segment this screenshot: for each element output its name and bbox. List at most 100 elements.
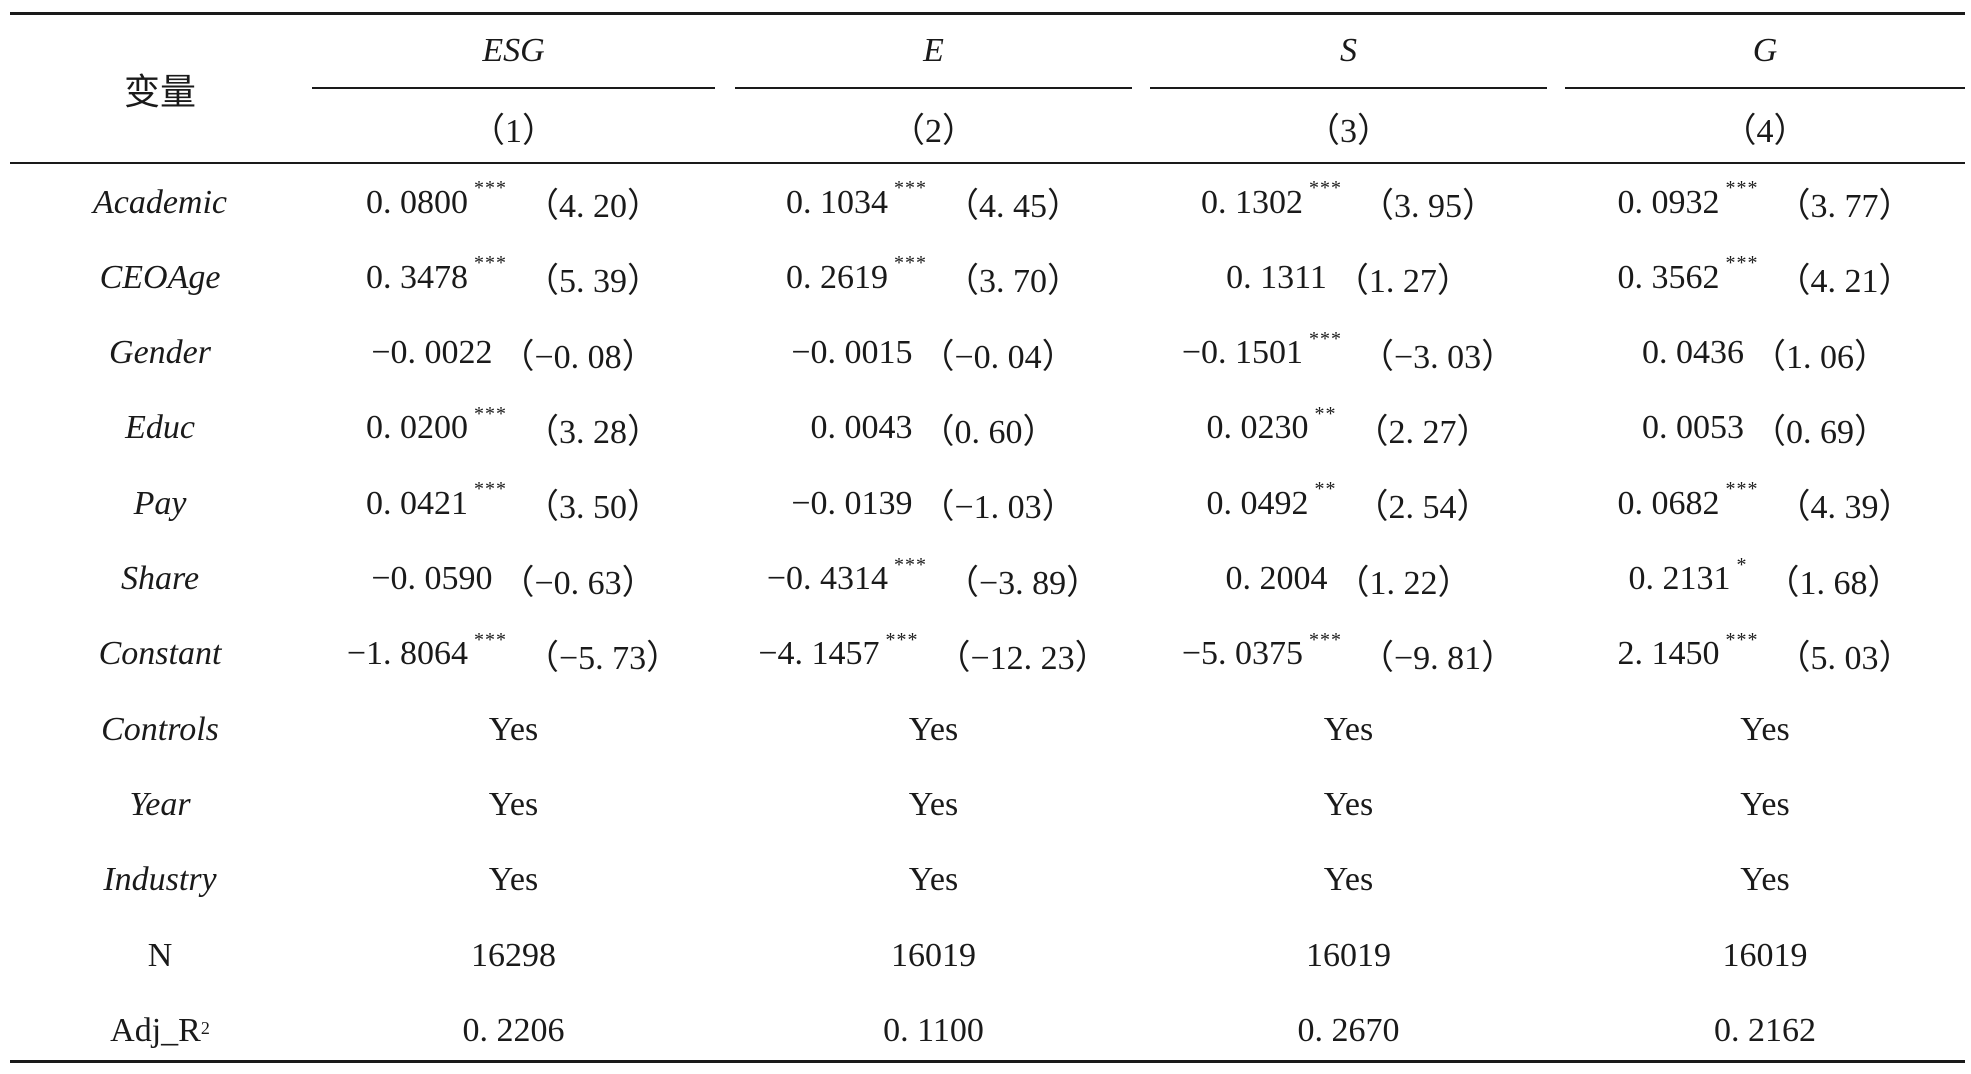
row-label-text: CEOAge xyxy=(99,258,221,296)
row-label-text: Controls xyxy=(101,710,219,748)
column-number-1: （1） xyxy=(471,112,556,150)
coefficient: −0. 0139 xyxy=(791,484,913,522)
t-statistic: （3. 70） xyxy=(945,263,1081,301)
table-cell: −0. 0015 （−0. 04） xyxy=(735,316,1132,391)
significance-stars: *** xyxy=(1725,628,1759,651)
t-statistic: （4. 20） xyxy=(525,188,661,225)
significance-stars: *** xyxy=(1725,177,1759,199)
coefficient: 0. 1311 xyxy=(1226,258,1327,296)
coefficient: 16298 xyxy=(471,936,556,974)
significance-stars: *** xyxy=(474,628,507,651)
t-statistic: （4. 45） xyxy=(945,188,1081,225)
t-statistic: （−1. 03） xyxy=(920,489,1076,527)
t-statistic: （−12. 23） xyxy=(936,639,1109,677)
coefficient: 0. 2004 xyxy=(1225,560,1328,597)
coefficient: −0. 0590 xyxy=(371,560,493,597)
table-cell: Yes xyxy=(312,767,715,842)
coefficient: −1. 8064 xyxy=(346,635,468,673)
t-statistic: （3. 95） xyxy=(1360,188,1496,225)
coefficient: 0. 2131 xyxy=(1628,560,1731,597)
significance-stars: * xyxy=(1736,553,1748,576)
coefficient: 0. 0492 xyxy=(1206,484,1309,522)
table-cell: 16298 xyxy=(312,918,715,993)
row-label: Pay xyxy=(10,466,310,541)
column-number-3: （3） xyxy=(1306,112,1391,150)
row-label-superscript: 2 xyxy=(200,1018,210,1039)
t-statistic: （5. 39） xyxy=(525,263,661,301)
table-cell: Yes xyxy=(1565,767,1965,842)
table-cell: 0. 0043 （0. 60） xyxy=(735,391,1132,466)
significance-stars: *** xyxy=(885,628,919,651)
variable-header: 变量 xyxy=(123,71,196,113)
table-cell: 0. 1034 *** （4. 45） xyxy=(735,165,1132,240)
coefficient: 0. 0043 xyxy=(810,409,913,447)
table-cell: Yes xyxy=(1150,843,1547,918)
coefficient: Yes xyxy=(908,861,959,899)
t-statistic: （−0. 63） xyxy=(500,564,656,602)
coefficient: 0. 0053 xyxy=(1642,409,1744,447)
column-number-2: （2） xyxy=(891,112,976,150)
row-label: Educ xyxy=(10,391,310,466)
coefficient: 0. 0421 xyxy=(366,484,468,522)
table-cell: 0. 0053 （0. 69） xyxy=(1565,391,1965,466)
row-label-text: Adj_R xyxy=(110,1011,201,1049)
coefficient: 0. 0682 xyxy=(1617,484,1720,522)
table-cell: 0. 1311 （1. 27） xyxy=(1150,240,1547,315)
coefficient: 16019 xyxy=(1306,936,1391,974)
coefficient: 0. 2162 xyxy=(1714,1011,1816,1049)
table-cell: Yes xyxy=(735,843,1132,918)
table-cell: −0. 4314 *** （−3. 89） xyxy=(735,542,1132,617)
row-label-text: Share xyxy=(120,560,200,597)
table-cell: 0. 0436 （1. 06） xyxy=(1565,316,1965,391)
table-cell: 0. 0492 ** （2. 54） xyxy=(1150,466,1547,541)
table-cell: 0. 2162 xyxy=(1565,993,1965,1068)
significance-stars: *** xyxy=(474,177,507,199)
t-statistic: （2. 27） xyxy=(1354,413,1491,451)
table-cell: 0. 2004 （1. 22） xyxy=(1150,542,1547,617)
header-underline-g xyxy=(1565,87,1965,89)
table-cell: Yes xyxy=(312,692,715,767)
t-statistic: （4. 39） xyxy=(1776,489,1913,527)
coefficient: Yes xyxy=(488,710,539,748)
table-cell: Yes xyxy=(1565,843,1965,918)
coefficient: 0. 0932 xyxy=(1617,183,1720,221)
significance-stars: *** xyxy=(1309,327,1342,350)
significance-stars: ** xyxy=(1314,478,1337,501)
t-statistic: （3. 50） xyxy=(525,489,661,527)
significance-stars: *** xyxy=(1309,177,1342,199)
top-rule xyxy=(10,12,1965,15)
significance-stars: *** xyxy=(894,177,927,199)
t-statistic: （1. 68） xyxy=(1765,564,1902,602)
t-statistic: （5. 03） xyxy=(1776,639,1913,677)
row-label: Share xyxy=(10,542,310,617)
significance-stars: *** xyxy=(1725,478,1759,501)
coefficient: Yes xyxy=(1740,710,1790,748)
t-statistic: （3. 77） xyxy=(1776,188,1913,225)
table-cell: Yes xyxy=(1150,692,1547,767)
t-statistic: （4. 21） xyxy=(1776,263,1913,301)
t-statistic: （−3. 89） xyxy=(945,564,1101,602)
coefficient: −0. 4314 xyxy=(766,560,888,597)
coefficient: 0. 0800 xyxy=(366,183,468,221)
coefficient: Yes xyxy=(1323,710,1374,748)
column-header-e: E xyxy=(923,32,944,69)
t-statistic: （0. 60） xyxy=(920,413,1057,451)
table-cell: 0. 0230 ** （2. 27） xyxy=(1150,391,1547,466)
significance-stars: *** xyxy=(474,478,507,501)
table-cell: Yes xyxy=(312,843,715,918)
table-cell: 0. 0800 *** （4. 20） xyxy=(312,165,715,240)
table-cell: Yes xyxy=(735,692,1132,767)
coefficient: 0. 1034 xyxy=(786,183,888,221)
table-cell: 0. 2670 xyxy=(1150,993,1547,1068)
row-label: Gender xyxy=(10,316,310,391)
coefficient: Yes xyxy=(488,861,539,899)
coefficient: Yes xyxy=(1740,785,1790,823)
header-underline-e xyxy=(735,87,1132,89)
row-label: Year xyxy=(10,767,310,842)
table-cell: −0. 0022 （−0. 08） xyxy=(312,316,715,391)
t-statistic: （3. 28） xyxy=(525,413,661,451)
coefficient: 0. 2206 xyxy=(462,1011,565,1049)
coefficient: 16019 xyxy=(1722,936,1808,974)
significance-stars: *** xyxy=(894,252,927,275)
